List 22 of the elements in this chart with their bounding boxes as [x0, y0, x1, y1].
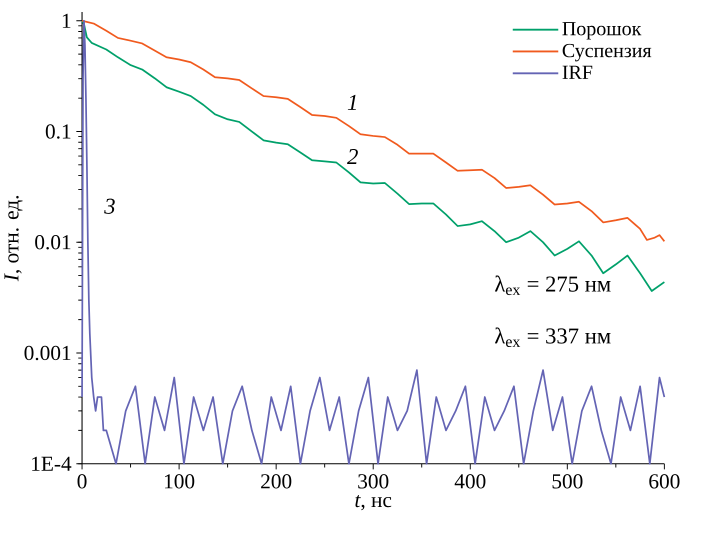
y-axis-title: I, отн. ед. [4, 196, 23, 282]
legend-label: IRF [562, 66, 592, 79]
annotation: 1 [348, 94, 356, 110]
annotation: 3 [104, 198, 115, 214]
legend-label: Порошок [562, 22, 642, 40]
y-tick-label: 1 [62, 14, 70, 28]
x-tick-label: 100 [164, 474, 194, 489]
x-tick-label: 200 [261, 474, 292, 489]
y-tick-label: 0.001 [24, 346, 70, 360]
y-tick-label: 1E-4 [32, 456, 72, 471]
annotation: λ$_{ex}$ = 337 нм [494, 327, 611, 348]
legend-label: Суспензия [562, 44, 652, 62]
y-tick-label: 0.01 [35, 235, 70, 250]
x-tick-label: 400 [454, 474, 486, 489]
annotation: λ$_{ex}$ = 275 нм [494, 276, 611, 296]
x-axis-title: t, нс [355, 495, 392, 510]
y-tick-label: 0.1 [46, 124, 70, 139]
x-tick-label: 0 [78, 474, 87, 489]
x-tick-label: 500 [552, 474, 582, 489]
x-tick-label: 600 [649, 474, 680, 489]
annotation: 2 [347, 149, 358, 164]
x-tick-label: 300 [358, 474, 388, 489]
